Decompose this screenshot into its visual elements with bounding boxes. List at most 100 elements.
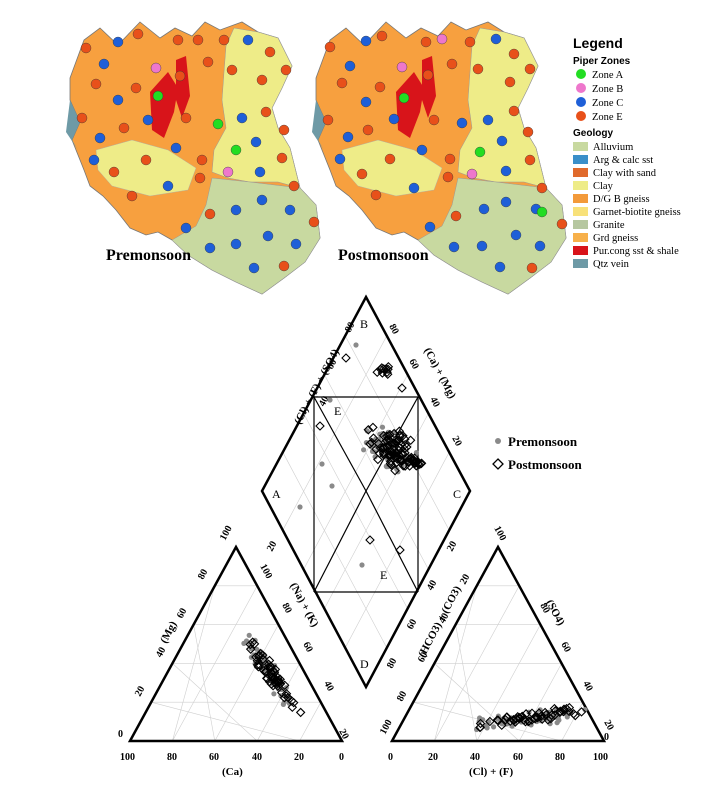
premonsoon-point	[484, 725, 490, 731]
tick-label: 100	[593, 752, 608, 763]
well-point	[150, 62, 162, 74]
well-point	[276, 152, 288, 164]
postmonsoon-point	[400, 448, 410, 458]
grid-line	[518, 663, 562, 742]
well-point	[388, 113, 400, 125]
postmonsoon-point	[245, 644, 256, 654]
map-legend: Legend Piper Zones Zone A Zone B Zone C …	[573, 35, 681, 270]
zone-a-swatch	[576, 69, 586, 79]
postmonsoon-point	[261, 673, 272, 684]
postmonsoon-point	[405, 453, 416, 464]
cation-bottom-axis-title: (Ca)	[222, 766, 243, 778]
postmonsoon-point	[382, 442, 392, 452]
geology-qtz-vein-swatch	[573, 259, 588, 268]
well-point	[472, 63, 484, 75]
tick-label: 80	[555, 752, 565, 763]
postmonsoon-point	[279, 692, 290, 703]
map-title-postmonsoon: Postmonsoon	[338, 247, 429, 264]
map-qtz-edge-pre	[66, 100, 80, 150]
well-point	[428, 114, 440, 126]
well-point	[254, 166, 266, 178]
well-point	[360, 96, 372, 108]
well-point	[524, 154, 536, 166]
map-wells-postmonsoon	[322, 30, 568, 274]
well-point	[494, 261, 506, 273]
well-point	[278, 124, 290, 136]
map-wells-premonsoon	[76, 28, 320, 274]
premonsoon-marker	[495, 438, 501, 444]
postmonsoon-point	[368, 422, 378, 433]
tick-label: 60	[325, 357, 339, 371]
well-point	[510, 229, 522, 241]
diamond-left-ticks: 20 40 60 80	[265, 320, 357, 553]
well-point	[384, 153, 396, 165]
well-point	[442, 171, 454, 183]
well-point	[170, 142, 182, 154]
tick-label: 40	[154, 645, 168, 659]
map-qtz-edge-post	[312, 100, 326, 150]
geology-pur-cong-label: Pur.cong sst & shale	[593, 246, 679, 257]
tick-label: 80	[537, 601, 551, 615]
well-point	[230, 144, 242, 156]
grid-line	[282, 452, 388, 648]
well-point	[264, 46, 276, 58]
tick-label: 40	[321, 679, 335, 693]
piper-cation-triangle	[127, 544, 345, 743]
premonsoon-point	[353, 342, 359, 348]
tick-label: 60	[300, 640, 314, 654]
premonsoon-point	[379, 424, 386, 430]
well-point	[280, 64, 292, 76]
postmonsoon-point	[411, 457, 422, 467]
tick-label: 60	[416, 650, 430, 664]
well-point	[526, 262, 538, 274]
tick-label: 0	[339, 752, 344, 763]
postmonsoon-point	[373, 438, 384, 449]
postmonsoon-point	[279, 680, 290, 691]
zone-label-e-top: E	[334, 404, 341, 418]
well-point	[172, 34, 184, 46]
tick-label: 20	[428, 752, 438, 763]
premonsoon-point	[327, 397, 333, 403]
well-point	[248, 262, 260, 274]
geology-arg-calc-swatch	[573, 155, 588, 164]
postmonsoon-point	[271, 679, 282, 689]
well-point	[496, 135, 508, 147]
well-point	[448, 241, 460, 253]
well-point	[500, 196, 512, 208]
piper-legend: Premonsoon Postmonsoon	[492, 434, 582, 472]
postmonsoon-point	[541, 709, 551, 720]
zone-label-e-low: E	[380, 568, 387, 582]
map-sandstone-strip-post	[396, 72, 424, 138]
geology-dgb-gneiss-swatch	[573, 194, 588, 203]
tick-label: 100	[491, 524, 508, 542]
geology-alluvium-swatch	[573, 142, 588, 151]
well-point	[88, 154, 100, 166]
well-point	[212, 118, 224, 130]
postmonsoon-point	[263, 659, 274, 670]
postmonsoon-point	[379, 450, 389, 460]
well-point	[436, 33, 448, 45]
premonsoon-point	[297, 504, 303, 510]
well-point	[322, 114, 334, 126]
postmonsoon-point	[252, 660, 263, 670]
postmonsoon-point	[363, 425, 374, 435]
well-point	[508, 105, 520, 117]
postmonsoon-point	[382, 367, 392, 377]
map-clay-patch-post	[341, 139, 443, 197]
tick-label: 0	[388, 752, 393, 763]
well-point	[490, 33, 502, 45]
well-point	[464, 36, 476, 48]
geology-garnet-biotite-swatch	[573, 207, 588, 216]
premonsoon-point	[319, 461, 325, 467]
geology-arg-calc-label: Arg & calc sst	[593, 155, 653, 166]
postmonsoon-legend-label: Postmonsoon	[508, 457, 582, 472]
zone-label-b: B	[360, 317, 368, 331]
postmonsoon-point	[254, 650, 265, 661]
postmonsoon-point	[558, 706, 569, 717]
well-point	[522, 126, 534, 138]
postmonsoon-point	[368, 433, 379, 443]
tick-label: 60	[513, 752, 523, 763]
postmonsoon-point	[404, 461, 415, 471]
well-point	[194, 172, 206, 184]
